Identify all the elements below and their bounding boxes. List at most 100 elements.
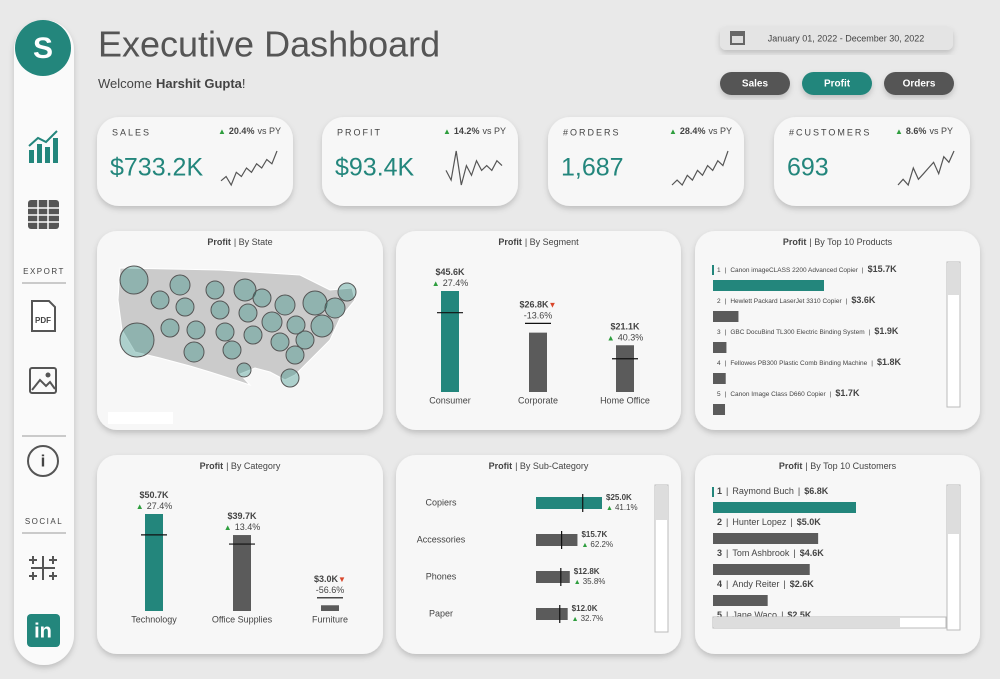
- rank-highlight: [712, 487, 714, 497]
- category-label: Copiers: [425, 497, 457, 507]
- change-label: -56.6%: [316, 585, 345, 595]
- bar: [713, 342, 727, 353]
- kpi-label: #CUSTOMERS: [789, 127, 871, 137]
- rank: 3: [717, 329, 721, 336]
- scrollbar-thumb[interactable]: [948, 263, 959, 295]
- info-icon[interactable]: [27, 445, 59, 477]
- date-range-box[interactable]: [720, 27, 953, 50]
- value-label: $3.0K▼: [314, 574, 346, 584]
- panel-title: Profit | By Sub-Category: [489, 461, 589, 471]
- category-label: Office Supplies: [212, 614, 273, 624]
- separator: |: [846, 298, 848, 305]
- panel-title-metric: Profit: [783, 237, 807, 247]
- scrollbar-thumb[interactable]: [656, 486, 667, 520]
- list-row: 1 | Canon imageCLASS 2200 Advanced Copier |…: [717, 264, 897, 274]
- separator: |: [793, 548, 795, 558]
- scrollbar[interactable]: [654, 484, 669, 633]
- bar: [233, 535, 251, 611]
- change-value: 27.4%: [443, 278, 469, 288]
- kpi-change: ▲ 28.4% vs PY: [669, 126, 732, 136]
- scrollbar-thumb[interactable]: [948, 486, 959, 534]
- row-value: $2.6K: [790, 579, 815, 589]
- change-value: 35.8%: [583, 577, 606, 586]
- bar: [713, 502, 856, 513]
- kpi-value: 1,687: [561, 154, 624, 182]
- bar: [536, 534, 578, 546]
- panel-title: Profit | By Category: [200, 461, 281, 471]
- change-value: 41.1%: [615, 503, 638, 512]
- bar: [536, 608, 568, 620]
- tableau-icon[interactable]: [29, 556, 57, 580]
- change-arrow: ▲: [606, 505, 613, 512]
- list-row: 4 | Fellowes PB300 Plastic Comb Binding Ma…: [717, 357, 901, 367]
- separator: |: [726, 517, 728, 527]
- panel-title-label: | By Segment: [525, 237, 579, 247]
- change-arrow: ▲: [224, 523, 232, 532]
- panel-title-metric: Profit: [207, 237, 231, 247]
- category-label: Home Office: [600, 395, 650, 405]
- panel-title-metric: Profit: [779, 461, 803, 471]
- image-icon[interactable]: [29, 367, 57, 394]
- value-label: $15.7K: [581, 530, 607, 539]
- chart-icon[interactable]: [28, 130, 58, 163]
- bar: [713, 404, 726, 415]
- rank: 2: [717, 298, 721, 305]
- table-icon[interactable]: [28, 200, 59, 229]
- greeting-end: !: [242, 76, 246, 91]
- separator: |: [781, 610, 783, 620]
- filter-button-label: Orders: [903, 79, 936, 90]
- logo[interactable]: [15, 20, 71, 76]
- date-range: January 01, 2022 - December 30, 2022: [768, 33, 925, 43]
- change-label: ▲ 27.4%: [136, 501, 172, 511]
- welcome: Welcome Harshit Gupta!: [98, 76, 246, 91]
- change-arrow: ▲: [136, 502, 144, 511]
- change-value: 40.3%: [618, 333, 644, 343]
- panel-title-label: | By State: [234, 237, 273, 247]
- filter-button[interactable]: [884, 72, 954, 95]
- filter-button[interactable]: [802, 72, 872, 95]
- separator: |: [871, 360, 873, 367]
- sparkline: [220, 150, 278, 187]
- change-arrow: ▲: [669, 127, 677, 136]
- change-value: -13.6%: [524, 311, 553, 321]
- change-label: ▲ 13.4%: [224, 522, 260, 532]
- change-value: 32.7%: [581, 614, 604, 623]
- change-value: -56.6%: [316, 585, 345, 595]
- comparison: vs PY: [257, 126, 281, 136]
- value-text: $3.0K: [314, 574, 339, 584]
- value-label: $39.7K: [227, 511, 257, 521]
- separator: |: [725, 298, 727, 305]
- value-label: $21.1K: [610, 322, 640, 332]
- kpi-change: ▲ 14.2% vs PY: [443, 126, 506, 136]
- row-value: $15.7K: [868, 264, 898, 274]
- row-value: $3.6K: [851, 295, 876, 305]
- bar: [321, 605, 339, 611]
- bar: [145, 514, 163, 611]
- panel-title-metric: Profit: [489, 461, 513, 471]
- rank: 4: [717, 579, 722, 589]
- panel-title: Profit | By Top 10 Products: [783, 237, 893, 247]
- filter-button[interactable]: [720, 72, 790, 95]
- change-label: ▲ 41.1%: [606, 503, 638, 512]
- sparkline: [671, 150, 729, 186]
- scrollbar[interactable]: [946, 261, 961, 408]
- scrollbar-thumb[interactable]: [714, 618, 900, 627]
- pdf-icon[interactable]: [31, 300, 56, 332]
- rank: 5: [717, 610, 722, 620]
- panel-title: Profit | By Top 10 Customers: [779, 461, 897, 471]
- panel-title-metric: Profit: [498, 237, 522, 247]
- customer-list: 1 | Raymond Buch | $6.8K2 | Hunter Lopez | $5.0K…: [712, 486, 856, 620]
- comparison: vs PY: [708, 126, 732, 136]
- bar: [529, 332, 547, 392]
- panel-title-label: | By Sub-Category: [515, 461, 589, 471]
- panel-title-label: | By Category: [226, 461, 281, 471]
- list-row: 3 | Tom Ashbrook | $4.6K: [717, 548, 824, 558]
- change-label: ▲ 40.3%: [607, 333, 643, 343]
- separator: |: [798, 486, 800, 496]
- sparkline: [897, 150, 955, 187]
- value-label: $26.8K▼: [520, 300, 557, 310]
- category-label: Corporate: [518, 395, 558, 405]
- category-label: Accessories: [417, 534, 466, 544]
- linkedin-icon[interactable]: [27, 614, 60, 647]
- row-name: Canon imageCLASS 2200 Advanced Copier: [730, 267, 858, 274]
